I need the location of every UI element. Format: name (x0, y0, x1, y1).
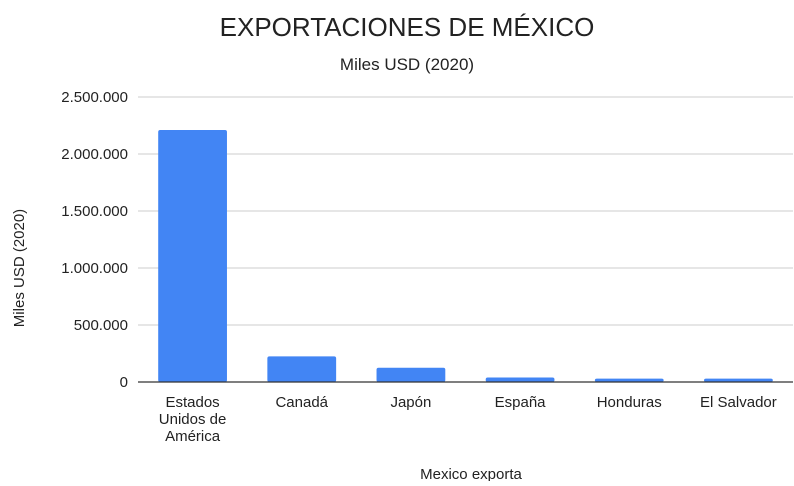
x-tick-label-line: Japón (390, 394, 431, 411)
y-tick-label: 0 (120, 374, 128, 391)
bar (376, 367, 446, 382)
gridlines (138, 96, 793, 326)
x-tick-label-line: Honduras (597, 394, 662, 411)
bar (704, 378, 773, 382)
y-tick-label: 2.000.000 (61, 146, 128, 163)
x-tick-label: Honduras (597, 394, 662, 411)
x-tick-labels: Estados Unidos de América Canadá Japón España… (159, 394, 777, 445)
x-tick-label-line: Canadá (275, 394, 328, 411)
x-tick-label-line: El Salvador (700, 394, 777, 411)
x-tick-label: Japón (390, 394, 431, 411)
x-tick-label: Canadá (275, 394, 328, 411)
y-tick-label: 2.500.000 (61, 89, 128, 106)
y-tick-label: 1.500.000 (61, 203, 128, 220)
y-tick-labels: 0 500.000 1.000.000 1.500.000 2.000.000 2.500… (61, 89, 128, 391)
chart-subtitle: Miles USD (2020) (340, 55, 474, 74)
bar (158, 130, 227, 382)
x-tick-label-line: América (165, 428, 221, 445)
x-tick-label: Estados Unidos de América (159, 394, 227, 445)
chart-title: EXPORTACIONES DE MÉXICO (220, 12, 595, 42)
bars (158, 130, 773, 382)
x-tick-label: España (495, 394, 547, 411)
bar (594, 378, 664, 382)
x-tick-label-line: España (495, 394, 547, 411)
x-tick-label-line: Unidos de (159, 411, 227, 428)
x-axis-label: Mexico exporta (420, 466, 522, 481)
y-axis-label: Miles USD (2020) (11, 209, 28, 327)
bar (485, 377, 555, 382)
bar (267, 356, 337, 382)
x-tick-label-line: Estados (165, 394, 219, 411)
y-tick-label: 500.000 (74, 317, 128, 334)
x-tick-label: El Salvador (700, 394, 777, 411)
y-tick-label: 1.000.000 (61, 260, 128, 277)
